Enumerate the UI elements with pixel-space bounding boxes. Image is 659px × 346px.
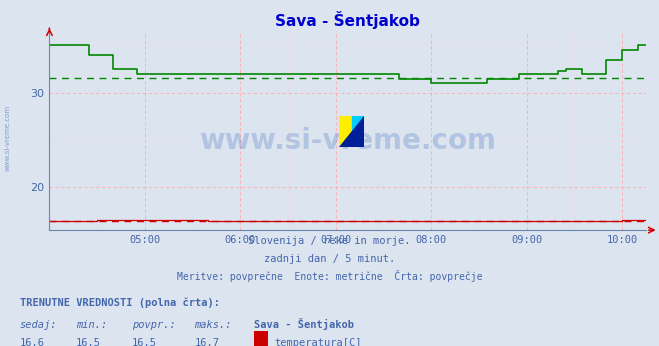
Text: www.si-vreme.com: www.si-vreme.com [199,127,496,155]
Text: povpr.:: povpr.: [132,320,175,330]
Text: sedaj:: sedaj: [20,320,57,330]
Text: temperatura[C]: temperatura[C] [275,338,362,346]
Text: 16,6: 16,6 [20,338,45,346]
Bar [339,116,352,147]
Text: zadnji dan / 5 minut.: zadnji dan / 5 minut. [264,254,395,264]
Text: 16,7: 16,7 [194,338,219,346]
Title: Sava - Šentjakob: Sava - Šentjakob [275,11,420,29]
Polygon shape [339,116,364,147]
Text: Sava - Šentjakob: Sava - Šentjakob [254,318,354,330]
Text: min.:: min.: [76,320,107,330]
Bar [352,116,364,147]
Text: 16,5: 16,5 [132,338,157,346]
Text: maks.:: maks.: [194,320,232,330]
Text: TRENUTNE VREDNOSTI (polna črta):: TRENUTNE VREDNOSTI (polna črta): [20,298,219,308]
Text: 16,5: 16,5 [76,338,101,346]
Text: www.si-vreme.com: www.si-vreme.com [5,105,11,172]
Text: Slovenija / reke in morje.: Slovenija / reke in morje. [248,236,411,246]
Text: Meritve: povprečne  Enote: metrične  Črta: povprečje: Meritve: povprečne Enote: metrične Črta:… [177,270,482,282]
